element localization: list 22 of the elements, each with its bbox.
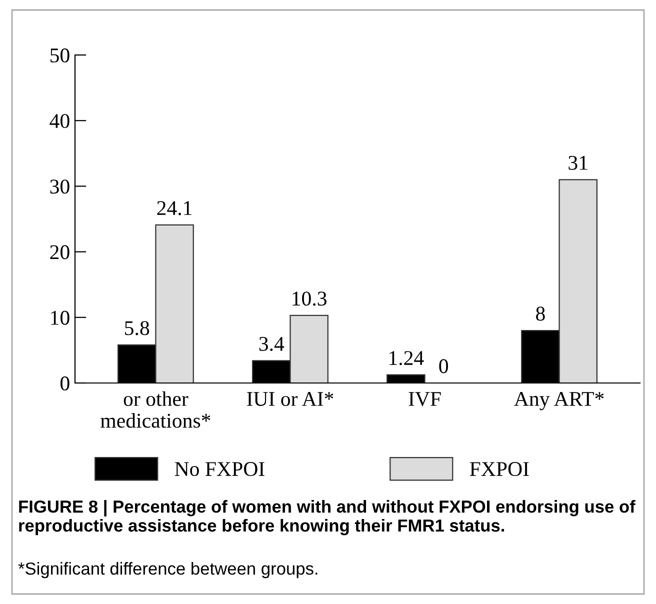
x-tick-label: Any ART*: [514, 392, 604, 410]
y-tick-label: 50: [50, 48, 70, 62]
x-tick-label: or other medications*: [100, 391, 210, 428]
data-label: 8: [536, 306, 545, 321]
x-tick-label: IUI or AI*: [247, 392, 334, 406]
y-tick-label: 30: [50, 180, 70, 194]
data-label: 5.8: [125, 321, 150, 336]
legend-label: FXPOI: [470, 462, 529, 476]
data-label: 3.4: [259, 336, 284, 351]
data-label: 24.1: [157, 201, 192, 216]
x-tick-label: IVF: [408, 392, 441, 406]
data-label: 10.3: [292, 292, 326, 306]
text: *Significant difference between groups.: [18, 562, 318, 578]
y-tick-label: 40: [50, 114, 70, 128]
y-tick-label: 0: [60, 376, 70, 390]
legend-label: No FXPOI: [174, 462, 264, 476]
y-tick-label: 20: [50, 245, 70, 260]
y-tick-label: 10: [51, 310, 70, 325]
data-label: 1.24: [390, 351, 424, 366]
data-label: 31: [568, 156, 588, 170]
caption: FIGURE 8 | Percentage of women with and without FXPOI endorsing use of reproductive assistance before knowing their FMR1 status.: [19, 500, 636, 536]
data-label: 0: [439, 359, 448, 374]
